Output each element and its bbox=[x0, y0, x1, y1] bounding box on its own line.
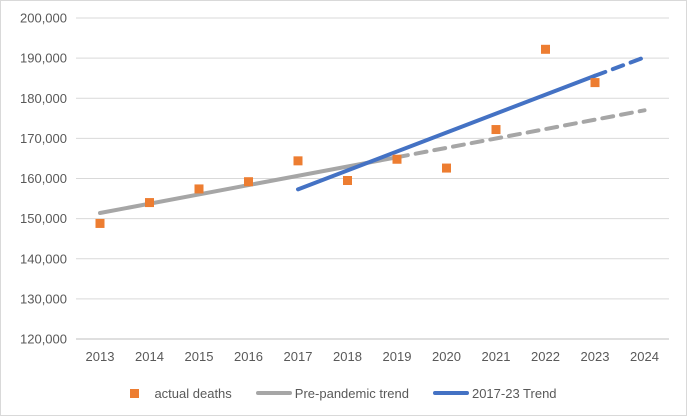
x-tick-label: 2021 bbox=[482, 349, 511, 364]
x-tick-label: 2014 bbox=[135, 349, 164, 364]
trend-line-dashed bbox=[395, 108, 647, 160]
y-tick-label: 160,000 bbox=[20, 171, 67, 186]
legend-item-pre-pandemic-trend[interactable]: Pre-pandemic trend bbox=[255, 385, 409, 401]
trend-line-solid bbox=[296, 73, 597, 192]
y-tick-label: 190,000 bbox=[20, 51, 67, 66]
y-tick-label: 150,000 bbox=[20, 211, 67, 226]
data-point-marker bbox=[343, 176, 352, 186]
x-tick-label: 2022 bbox=[531, 349, 560, 364]
x-tick-label: 2019 bbox=[383, 349, 412, 364]
x-tick-label: 2016 bbox=[234, 349, 263, 364]
y-tick-label: 170,000 bbox=[20, 131, 67, 146]
legend-item-2017-23-trend[interactable]: 2017-23 Trend bbox=[432, 385, 557, 401]
square-marker-icon bbox=[130, 388, 140, 398]
legend-label: 2017-23 Trend bbox=[471, 385, 557, 401]
x-tick-label: 2015 bbox=[185, 349, 214, 364]
data-point-marker bbox=[293, 156, 303, 166]
y-tick-label: 200,000 bbox=[20, 11, 67, 26]
data-point-marker bbox=[244, 177, 253, 187]
y-tick-label: 130,000 bbox=[20, 291, 67, 306]
x-tick-label: 2013 bbox=[86, 349, 115, 364]
data-point-marker bbox=[194, 184, 204, 194]
data-point-marker bbox=[392, 154, 402, 164]
trend-line-dashed bbox=[593, 55, 647, 78]
legend-label: actual deaths bbox=[154, 385, 232, 401]
data-point-marker bbox=[541, 44, 550, 54]
x-tick-label: 2020 bbox=[432, 349, 461, 364]
data-point-marker bbox=[145, 198, 154, 208]
x-tick-label: 2023 bbox=[581, 349, 610, 364]
data-point-marker bbox=[491, 125, 501, 135]
gray-line-icon bbox=[255, 391, 292, 395]
x-tick-label: 2024 bbox=[630, 349, 659, 364]
x-tick-label: 2018 bbox=[333, 349, 362, 364]
legend-item-actual-deaths[interactable]: actual deaths bbox=[130, 385, 232, 401]
data-point-marker bbox=[590, 78, 600, 88]
data-point-marker bbox=[95, 218, 105, 228]
plot-area: 120,000 130,000 140,000 150,000 160,000 170,0… bbox=[20, 11, 669, 364]
blue-line-icon bbox=[432, 391, 469, 395]
data-point-marker bbox=[442, 163, 451, 173]
y-tick-label: 180,000 bbox=[20, 91, 67, 106]
legend-label: Pre-pandemic trend bbox=[294, 385, 409, 401]
y-tick-label: 140,000 bbox=[20, 251, 67, 266]
legend: actual deaths Pre-pandemic trend 2017-23… bbox=[1, 381, 686, 405]
x-tick-label: 2017 bbox=[284, 349, 313, 364]
y-tick-label: 120,000 bbox=[20, 332, 67, 347]
